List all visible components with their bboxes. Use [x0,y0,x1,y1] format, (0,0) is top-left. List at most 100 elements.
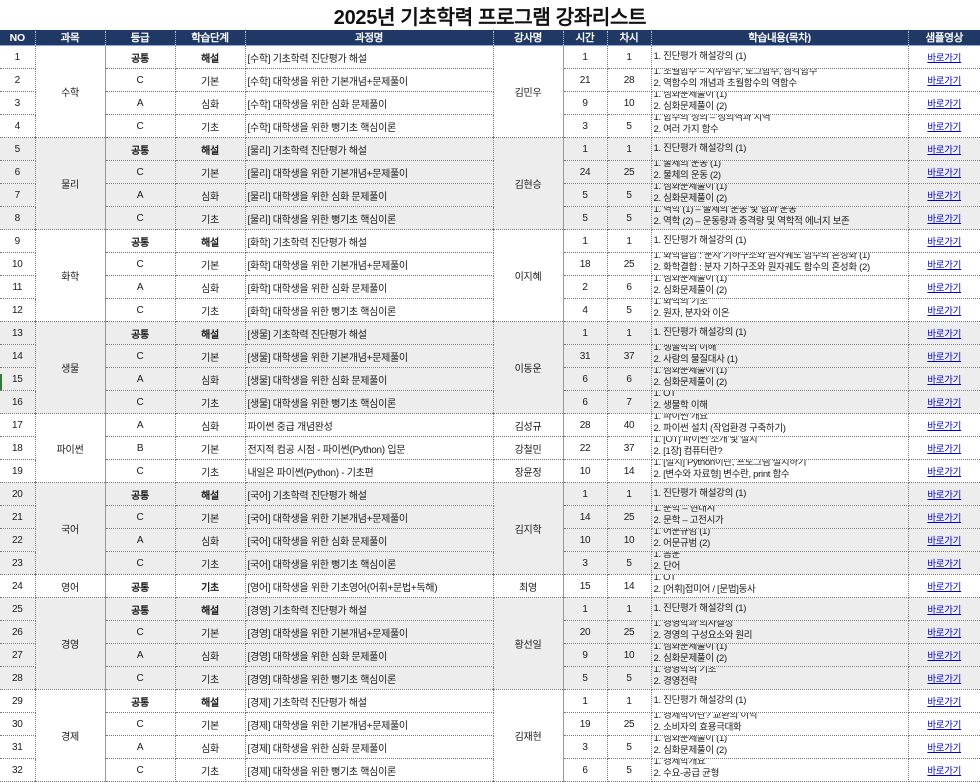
cell-hours: 6 [563,367,608,391]
cell-video[interactable]: 바로가기 [908,114,980,138]
content-lines: 1. 심화문제풀이 (1) 2. 심화문제풀이 (2) [654,368,906,390]
cell-hours: 15 [563,574,608,598]
sample-video-link[interactable]: 바로가기 [927,191,962,202]
cell-no: 14 [0,344,36,368]
cell-grade: 공통 [105,321,176,345]
cell-no: 1 [0,45,36,69]
column-header-sessions: 차시 [607,30,652,46]
sample-video-link[interactable]: 바로가기 [927,214,962,225]
cell-video[interactable]: 바로가기 [908,597,980,621]
cell-video[interactable]: 바로가기 [908,735,980,759]
sample-video-link[interactable]: 바로가기 [927,99,962,110]
cell-content: 1. 초월함수 – 지수함수, 로그함수, 삼각함수 2. 역함수의 개념과 초월… [651,68,909,92]
cell-course-name: 파이썬 중급 개념완성 [245,413,494,437]
content-lines: 1. 물체의 운동 (1) 2. 물체의 운동 (2) [654,161,906,183]
sample-video-link[interactable]: 바로가기 [927,237,962,248]
cell-video[interactable]: 바로가기 [908,758,980,782]
sample-video-link[interactable]: 바로가기 [927,260,962,271]
cell-stage: 해설 [175,597,246,621]
content-lines: 1. 심화문제풀이 (1) 2. 심화문제풀이 (2) [654,736,906,758]
sample-video-link[interactable]: 바로가기 [927,283,962,294]
cell-video[interactable]: 바로가기 [908,574,980,598]
cell-video[interactable]: 바로가기 [908,551,980,575]
cell-video[interactable]: 바로가기 [908,229,980,253]
sample-video-link[interactable]: 바로가기 [927,536,962,547]
cell-stage: 기본 [175,160,246,184]
sample-video-link[interactable]: 바로가기 [927,467,962,478]
cell-course-name: [생물] 대학생을 위한 심화 문제풀이 [245,367,494,391]
sample-video-link[interactable]: 바로가기 [927,582,962,593]
cell-video[interactable]: 바로가기 [908,436,980,460]
content-line: 1. 파이썬 개요 [653,413,709,423]
cell-stage: 기초 [175,206,246,230]
sample-video-link[interactable]: 바로가기 [927,513,962,524]
table-row: 3 A 심화 [수학] 대학생을 위한 심화 문제풀이 9 10 1. 심화문제풀이 (1)… [0,91,980,115]
cell-video[interactable]: 바로가기 [908,712,980,736]
cell-video[interactable]: 바로가기 [908,252,980,276]
cell-sessions: 1 [607,597,652,621]
sample-video-link[interactable]: 바로가기 [927,421,962,432]
cell-video[interactable]: 바로가기 [908,298,980,322]
cell-video[interactable]: 바로가기 [908,643,980,667]
cell-video[interactable]: 바로가기 [908,321,980,345]
cell-video[interactable]: 바로가기 [908,505,980,529]
sample-video-link[interactable]: 바로가기 [927,398,962,409]
cell-video[interactable]: 바로가기 [908,91,980,115]
cell-video[interactable]: 바로가기 [908,68,980,92]
sample-video-link[interactable]: 바로가기 [927,76,962,87]
sample-video-link[interactable]: 바로가기 [927,122,962,133]
sample-video-link[interactable]: 바로가기 [927,145,962,156]
cell-course-name: [화학] 기초학력 진단평가 해설 [245,229,494,253]
cell-video[interactable]: 바로가기 [908,390,980,414]
table-header-row: NO 과목 등급 학습단계 과정명 강사명 시간 차시 학습내용(목차) 샘플영… [0,30,980,46]
cell-video[interactable]: 바로가기 [908,45,980,69]
cell-video[interactable]: 바로가기 [908,459,980,483]
cell-content: 1. 심화문제풀이 (1) 2. 심화문제풀이 (2) [651,735,909,759]
cell-teacher: 이지혜 [493,229,564,322]
cell-no: 2 [0,68,36,92]
cell-video[interactable]: 바로가기 [908,344,980,368]
sample-video-link[interactable]: 바로가기 [927,53,962,64]
sample-video-link[interactable]: 바로가기 [927,352,962,363]
cell-no: 24 [0,574,36,598]
sample-video-link[interactable]: 바로가기 [927,628,962,639]
sample-video-link[interactable]: 바로가기 [927,306,962,317]
sample-video-link[interactable]: 바로가기 [927,743,962,754]
sample-video-link[interactable]: 바로가기 [927,490,962,501]
cell-no: 3 [0,91,36,115]
cell-hours: 2 [563,275,608,299]
sample-video-link[interactable]: 바로가기 [927,168,962,179]
sample-video-link[interactable]: 바로가기 [927,766,962,777]
cell-video[interactable]: 바로가기 [908,206,980,230]
cell-video[interactable]: 바로가기 [908,160,980,184]
cell-video[interactable]: 바로가기 [908,367,980,391]
cell-video[interactable]: 바로가기 [908,620,980,644]
cell-stage: 해설 [175,137,246,161]
cell-no: 27 [0,643,36,667]
sample-video-link[interactable]: 바로가기 [927,674,962,685]
sample-video-link[interactable]: 바로가기 [927,697,962,708]
cell-hours: 1 [563,597,608,621]
content-line: 2. 화학결합 : 분자 기하구조와 원자궤도 함수의 혼성화 (2) [653,262,871,273]
cell-video[interactable]: 바로가기 [908,413,980,437]
sample-video-link[interactable]: 바로가기 [927,375,962,386]
cell-video[interactable]: 바로가기 [908,275,980,299]
sample-video-link[interactable]: 바로가기 [927,651,962,662]
sample-video-link[interactable]: 바로가기 [927,559,962,570]
cell-video[interactable]: 바로가기 [908,183,980,207]
cell-video[interactable]: 바로가기 [908,689,980,713]
cell-video[interactable]: 바로가기 [908,137,980,161]
cell-hours: 28 [563,413,608,437]
sample-video-link[interactable]: 바로가기 [927,720,962,731]
content-line: 1. 역학 (1) – 물체의 운동 및 힘과 운동 [653,206,797,216]
sample-video-link[interactable]: 바로가기 [927,605,962,616]
sample-video-link[interactable]: 바로가기 [927,444,962,455]
column-header-course: 과정명 [245,30,494,46]
content-line: 1. 경제학이란? 교환의 이익 [653,712,758,722]
cell-video[interactable]: 바로가기 [908,528,980,552]
cell-video[interactable]: 바로가기 [908,666,980,690]
cell-stage: 해설 [175,689,246,713]
sample-video-link[interactable]: 바로가기 [927,329,962,340]
cell-video[interactable]: 바로가기 [908,482,980,506]
table-row: 6 C 기본 [물리] 대학생을 위한 기본개념+문제풀이 24 25 1. 물체의 운동 … [0,160,980,184]
